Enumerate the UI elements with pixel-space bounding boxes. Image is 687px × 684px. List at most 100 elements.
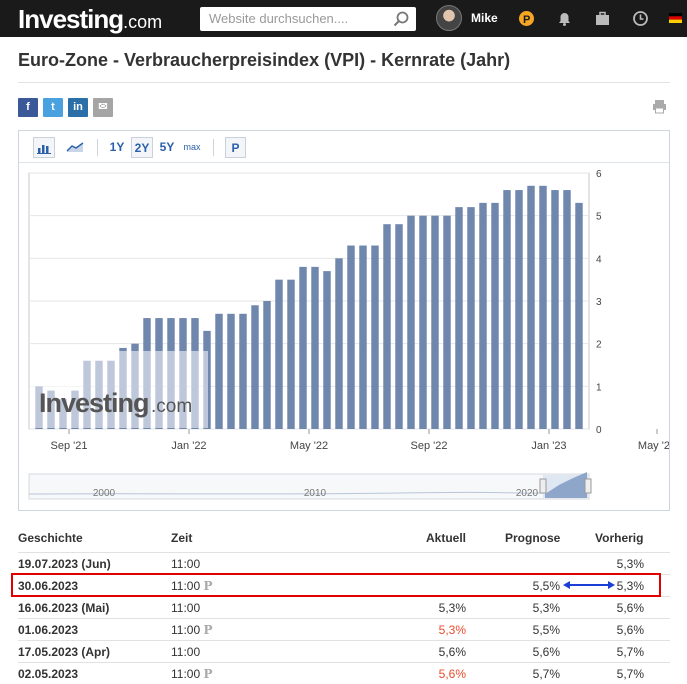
column-header-forecast: Prognose [505,531,561,545]
release-time: 11:00 P [171,667,213,681]
y-tick-label: 4 [596,254,602,265]
forecast-value: 5,5% [532,579,560,593]
previous-value: 5,6% [616,601,644,615]
area-chart-toggle[interactable] [63,137,87,158]
watermark-logo-suffix: .com [151,396,192,417]
x-tick-label: Jan '23 [531,440,566,452]
bar [407,215,415,429]
bar [275,279,283,429]
svg-text:P: P [523,14,530,26]
linkedin-share-button[interactable]: in [68,98,88,117]
release-date: 19.07.2023 (Jun) [18,557,111,571]
y-tick-label: 0 [596,425,602,436]
y-tick-label: 1 [596,382,602,393]
column-header-time: Zeit [171,531,193,545]
bar [563,190,571,429]
range-2y-button[interactable]: 2Y [131,137,153,158]
bar [359,245,367,429]
bar [239,313,247,429]
bar [515,190,523,429]
bar [503,190,511,429]
actual-value: 5,3% [438,623,466,637]
release-time: 11:00 [171,645,201,659]
briefcase-icon[interactable] [594,10,611,27]
column-header-history: Geschichte [18,531,83,545]
range-max-button[interactable]: max [183,142,201,152]
bar [215,313,223,429]
clock-icon[interactable] [632,10,649,27]
toolbar-separator [213,139,214,156]
bell-icon[interactable] [556,10,573,27]
navigator-line [28,491,545,495]
search-icon[interactable] [392,10,410,28]
bar [575,202,583,429]
actual-value: 5,6% [438,645,466,659]
preliminary-toggle-button[interactable]: P [225,137,246,158]
username[interactable]: Mike [471,11,498,25]
bar [263,301,271,429]
release-time: 11:00 [171,557,201,571]
x-tick-label: May '22 [290,440,328,452]
table-row[interactable]: 17.05.2023 (Apr) 11:00 5,6% 5,6% 5,7% [18,640,670,662]
bar-chart-icon [37,145,51,154]
chart-panel: 1Y 2Y 5Y max P 0 1 2 3 4 5 6 Investing .com Sep '… [18,130,670,511]
table-row[interactable]: 01.06.2023 11:00 P 5,3% 5,5% 5,6% [18,618,670,640]
bar [395,224,403,429]
highlight-box [11,573,661,597]
release-date: 01.06.2023 [18,623,79,637]
table-row[interactable]: 19.07.2023 (Jun) 11:00 5,3% [18,552,670,574]
range-1y-button[interactable]: 1Y [109,140,125,154]
cpi-bar-chart: 0 1 2 3 4 5 6 Investing .com Sep '21 Jan '22 May '2… [28,169,669,500]
user-avatar[interactable] [436,5,462,31]
bar [251,305,259,429]
release-date: 02.05.2023 [18,667,79,681]
bar [227,313,235,429]
release-date: 16.06.2023 (Mai) [18,601,110,615]
forecast-value: 5,5% [532,623,560,637]
bar [383,224,391,429]
navigator-year-label: 2000 [93,488,116,499]
bar-chart-toggle[interactable] [33,137,55,158]
release-time: 11:00 [171,601,201,615]
search-input[interactable]: Website durchsuchen.... [209,11,349,26]
release-time: 11:00 P [171,623,213,637]
x-tick-label: Sep '22 [411,440,448,452]
page-title: Euro-Zone - Verbraucherpreisindex (VPI) … [18,50,511,70]
release-date: 30.06.2023 [18,579,79,593]
previous-value: 5,3% [616,557,644,571]
search-box[interactable]: Website durchsuchen.... [200,7,416,31]
investing-pro-icon[interactable]: P [518,10,535,27]
column-header-previous: Vorherig [595,531,644,545]
bar [311,266,319,429]
bar [539,185,547,429]
preliminary-icon: P [203,667,213,681]
y-tick-label: 6 [596,169,602,180]
bar [491,202,499,429]
range-5y-button[interactable]: 5Y [159,140,175,154]
y-tick-label: 5 [596,212,602,223]
divider [18,82,670,83]
watermark-logo: Investing [39,388,149,418]
investing-logo[interactable]: Investing.com [18,4,163,34]
bar [347,245,355,429]
facebook-share-button[interactable]: f [18,98,38,117]
top-navigation-bar: Investing.com Website durchsuchen.... Mi… [0,0,687,37]
previous-value: 5,7% [616,667,644,681]
watermark-backdrop [30,351,208,428]
chart-toolbar: 1Y 2Y 5Y max P [19,131,669,163]
twitter-share-button[interactable]: t [43,98,63,117]
forecast-value: 5,3% [532,601,560,615]
preliminary-icon: P [203,623,213,637]
bar [479,202,487,429]
email-share-button[interactable]: ✉ [93,98,113,117]
bar [299,266,307,429]
print-icon[interactable] [652,99,667,114]
actual-value: 5,6% [438,667,466,681]
bar [431,215,439,429]
area-chart-icon [66,142,84,152]
forecast-value: 5,6% [532,645,560,659]
bar [335,258,343,429]
table-row[interactable]: 16.06.2023 (Mai) 11:00 5,3% 5,3% 5,6% [18,596,670,618]
german-flag-icon[interactable] [669,13,682,23]
table-row[interactable]: 02.05.2023 11:00 P 5,6% 5,7% 5,7% [18,662,670,684]
